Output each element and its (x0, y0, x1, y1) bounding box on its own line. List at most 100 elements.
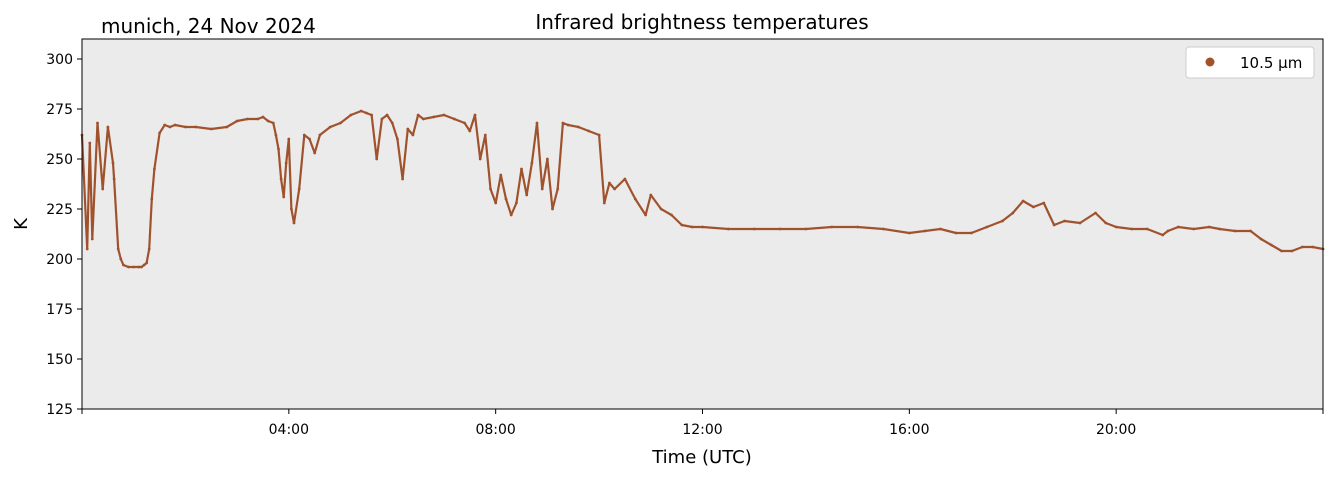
data-point (1218, 227, 1221, 231)
legend-entry-10-5um: 10.5 µm (1240, 54, 1302, 72)
data-point (279, 177, 283, 181)
data-point (235, 119, 239, 123)
data-point (499, 173, 503, 177)
data-point (556, 187, 560, 191)
data-point (406, 127, 410, 131)
data-point (256, 117, 260, 121)
data-point (778, 227, 782, 231)
data-point (1021, 199, 1025, 203)
data-point (375, 157, 379, 161)
data-point (525, 193, 529, 197)
plot-background (82, 39, 1323, 409)
data-point (292, 221, 296, 225)
data-point (907, 231, 911, 235)
data-point (385, 113, 389, 117)
data-point (1114, 225, 1118, 229)
data-point (530, 161, 534, 165)
data-point (520, 167, 523, 171)
y-tick-label-7: 300 (46, 52, 73, 68)
data-point (649, 193, 653, 197)
data-point (1166, 229, 1170, 233)
data-point (261, 115, 265, 119)
data-point (489, 187, 492, 191)
data-point (613, 187, 616, 191)
data-point (290, 207, 293, 211)
data-point (1311, 245, 1315, 249)
data-layer (80, 109, 1325, 269)
data-point (119, 257, 123, 261)
data-point (1233, 229, 1237, 233)
data-point (970, 231, 973, 235)
data-point (101, 187, 105, 191)
data-point (1094, 211, 1097, 215)
data-point (602, 201, 606, 205)
data-point (153, 167, 156, 171)
data-point (145, 261, 149, 265)
data-point (1259, 237, 1263, 241)
data-point (142, 263, 146, 267)
x-axis-label: Time (UTC) (651, 447, 752, 468)
data-point (158, 131, 162, 135)
data-point (1280, 249, 1283, 253)
data-point (225, 125, 229, 129)
data-point (308, 137, 311, 141)
data-point (163, 123, 167, 127)
data-point (478, 157, 482, 161)
data-point (328, 125, 332, 129)
data-point (122, 263, 125, 267)
data-point (390, 121, 394, 125)
data-point (577, 125, 580, 129)
data-point (111, 161, 115, 165)
data-point (561, 121, 565, 125)
y-tick-label-3: 200 (46, 252, 73, 268)
data-point (473, 113, 477, 117)
data-point (830, 225, 834, 229)
y-axis: 125 150 175 200 225 250 275 300 (46, 52, 82, 418)
data-point (546, 157, 549, 161)
data-point (132, 265, 136, 269)
data-point (923, 229, 927, 233)
data-point (690, 225, 694, 229)
data-point (365, 111, 368, 115)
data-point (727, 227, 730, 231)
data-point (494, 201, 498, 205)
data-point (1176, 225, 1180, 229)
data-point (623, 177, 627, 181)
data-point (882, 227, 885, 231)
data-point (954, 231, 958, 235)
data-point (1063, 219, 1066, 223)
data-point (140, 265, 143, 269)
x-tick-label-1: 08:00 (475, 422, 515, 438)
data-point (1192, 227, 1196, 231)
data-point (349, 113, 353, 117)
data-point (380, 117, 384, 121)
data-point (137, 265, 141, 269)
chart-title: Infrared brightness temperatures (535, 10, 868, 34)
data-point (184, 125, 187, 129)
data-point (680, 223, 684, 227)
data-point (112, 177, 116, 181)
data-point (442, 113, 446, 117)
data-point (566, 123, 570, 127)
data-point (701, 225, 704, 229)
data-point (411, 133, 415, 137)
data-point (401, 177, 404, 181)
y-tick-label-2: 175 (46, 302, 73, 318)
data-point (173, 123, 177, 127)
data-point (147, 247, 151, 251)
data-point (277, 147, 280, 151)
data-point (1161, 233, 1165, 237)
data-point (302, 133, 306, 137)
data-point (535, 121, 539, 125)
data-point (359, 109, 363, 113)
y-tick-label-4: 225 (46, 202, 73, 218)
data-point (127, 265, 130, 269)
data-point (1269, 243, 1273, 247)
data-point (168, 125, 172, 129)
data-point (85, 247, 89, 251)
data-point (90, 237, 94, 241)
data-point (432, 115, 435, 119)
data-point (515, 201, 518, 205)
data-point (1052, 223, 1056, 227)
